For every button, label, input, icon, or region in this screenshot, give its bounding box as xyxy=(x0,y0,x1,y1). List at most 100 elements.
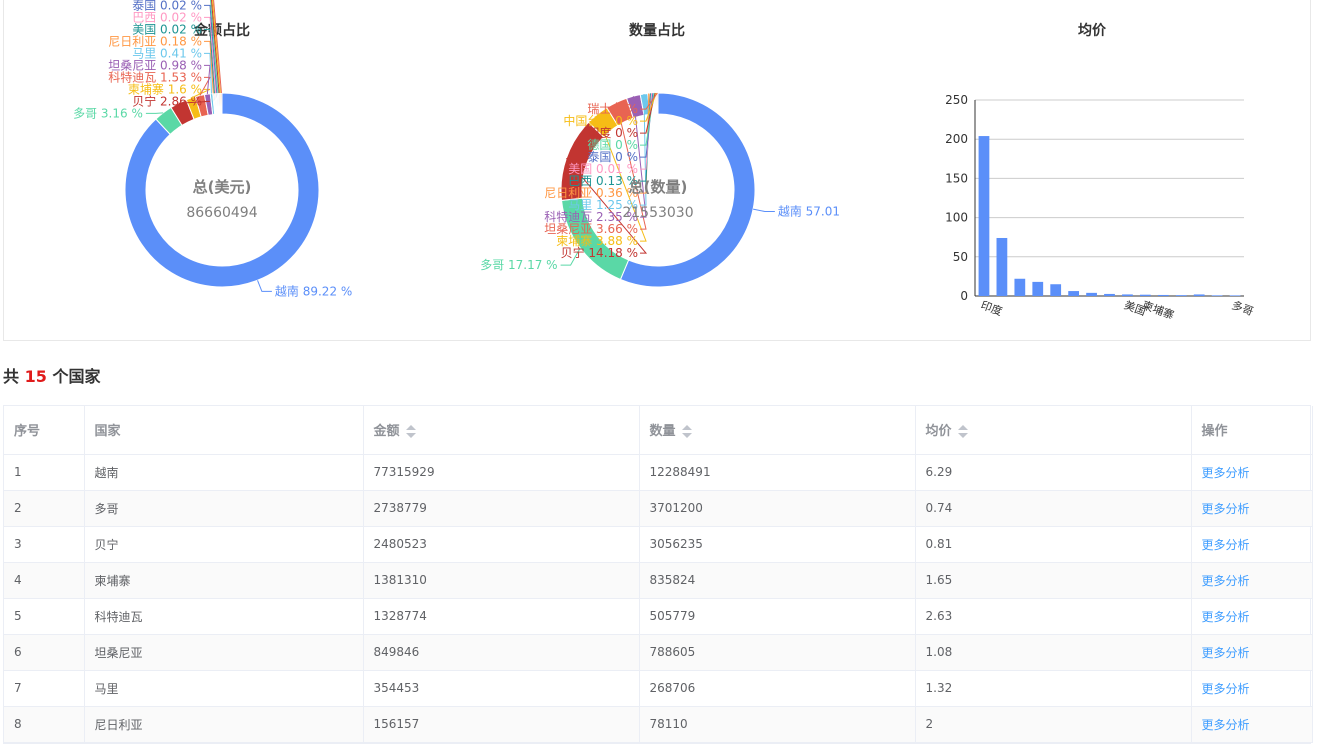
bar[interactable] xyxy=(1176,295,1187,296)
cell-country: 科特迪瓦 xyxy=(84,598,363,634)
x-tick-label: 柬埔寨 xyxy=(1140,298,1176,322)
more-analysis-link[interactable]: 更多分析 xyxy=(1202,466,1250,480)
summary-prefix: 共 xyxy=(3,367,19,386)
amount-pie-chart[interactable]: 越南 89.22 %多哥 3.16 %贝宁 2.86 %柬埔寨 1.6 %科特迪… xyxy=(4,0,440,340)
cell-index: 5 xyxy=(4,598,84,634)
cell-avg-price: 0.81 xyxy=(915,526,1191,562)
y-tick-label: 200 xyxy=(945,132,968,146)
cell-index: 6 xyxy=(4,634,84,670)
more-analysis-link[interactable]: 更多分析 xyxy=(1202,502,1250,516)
bar[interactable] xyxy=(1230,295,1241,296)
cell-avg-price: 2.63 xyxy=(915,598,1191,634)
x-tick-label: 印度 xyxy=(979,298,1004,319)
cell-country: 尼日利亚 xyxy=(84,706,363,742)
sort-icon[interactable] xyxy=(958,425,968,439)
cell-avg-price: 6.29 xyxy=(915,454,1191,490)
cell-amount: 1328774 xyxy=(363,598,639,634)
cell-country: 贝宁 xyxy=(84,526,363,562)
sort-icon[interactable] xyxy=(682,425,692,439)
bar[interactable] xyxy=(997,238,1008,296)
cell-country: 坦桑尼亚 xyxy=(84,634,363,670)
cell-amount: 1381310 xyxy=(363,562,639,598)
summary-suffix: 个国家 xyxy=(52,367,100,386)
more-analysis-link[interactable]: 更多分析 xyxy=(1202,538,1250,552)
bar[interactable] xyxy=(1140,295,1151,296)
table-row: 1 越南 77315929 12288491 6.29 更多分析 xyxy=(4,454,1312,490)
cell-amount: 77315929 xyxy=(363,454,639,490)
bar[interactable] xyxy=(1122,294,1133,296)
pie-slice[interactable] xyxy=(657,93,658,114)
cell-index: 2 xyxy=(4,490,84,526)
table-header-row: 序号 国家 金额 数量 均价 操作 xyxy=(4,406,1312,454)
center-label: 总(数量) xyxy=(629,178,688,196)
y-tick-label: 150 xyxy=(945,171,968,185)
y-tick-label: 100 xyxy=(945,211,968,225)
bar[interactable] xyxy=(1104,294,1115,296)
label-line xyxy=(258,280,272,291)
slice-label: 坦桑尼亚 0.98 % xyxy=(108,58,202,72)
slice-label: 马里 0.41 % xyxy=(132,46,202,60)
slice-label: 泰国 0 % xyxy=(587,150,638,164)
header-amount[interactable]: 金额 xyxy=(363,406,639,454)
slice-label: 美国 0.02 % xyxy=(132,22,202,36)
header-action: 操作 xyxy=(1191,406,1312,454)
bar[interactable] xyxy=(1014,279,1025,296)
more-analysis-link[interactable]: 更多分析 xyxy=(1202,646,1250,660)
cell-index: 8 xyxy=(4,706,84,742)
table-row: 6 坦桑尼亚 849846 788605 1.08 更多分析 xyxy=(4,634,1312,670)
country-count-summary: 共 15 个国家 xyxy=(3,363,100,387)
more-analysis-link[interactable]: 更多分析 xyxy=(1202,682,1250,696)
cell-avg-price: 1.08 xyxy=(915,634,1191,670)
cell-quantity: 268706 xyxy=(639,670,915,706)
cell-country: 马里 xyxy=(84,670,363,706)
country-count: 15 xyxy=(25,367,47,386)
header-quantity[interactable]: 数量 xyxy=(639,406,915,454)
bar[interactable] xyxy=(1032,282,1043,296)
table-row: 5 科特迪瓦 1328774 505779 2.63 更多分析 xyxy=(4,598,1312,634)
header-avg-price[interactable]: 均价 xyxy=(915,406,1191,454)
y-tick-label: 250 xyxy=(945,93,968,107)
header-index: 序号 xyxy=(4,406,84,454)
cell-index: 7 xyxy=(4,670,84,706)
more-analysis-link[interactable]: 更多分析 xyxy=(1202,718,1250,732)
header-amount-label: 金额 xyxy=(374,424,400,439)
cell-index: 4 xyxy=(4,562,84,598)
table-row: 3 贝宁 2480523 3056235 0.81 更多分析 xyxy=(4,526,1312,562)
cell-index: 3 xyxy=(4,526,84,562)
slice-label: 巴西 0.13 % xyxy=(568,174,638,188)
cell-quantity: 3701200 xyxy=(639,490,915,526)
more-analysis-link[interactable]: 更多分析 xyxy=(1202,574,1250,588)
bar[interactable] xyxy=(1212,295,1223,296)
slice-label: 尼日利亚 0.18 % xyxy=(108,34,202,48)
avgprice-bar-chart[interactable]: 050100150200250印度美国柬埔寨多哥 xyxy=(876,0,1310,340)
more-analysis-link[interactable]: 更多分析 xyxy=(1202,610,1250,624)
sort-icon[interactable] xyxy=(406,425,416,439)
table-row: 7 马里 354453 268706 1.32 更多分析 xyxy=(4,670,1312,706)
cell-avg-price: 0.74 xyxy=(915,490,1191,526)
slice-label: 泰国 0.02 % xyxy=(132,0,202,12)
label-line xyxy=(753,209,775,211)
cell-quantity: 78110 xyxy=(639,706,915,742)
bar[interactable] xyxy=(1068,291,1079,296)
pie-slice[interactable] xyxy=(221,93,222,114)
center-label: 总(美元) xyxy=(193,178,252,196)
slice-label: 越南 57.01 xyxy=(778,204,840,219)
cell-country: 越南 xyxy=(84,454,363,490)
x-tick-label: 多哥 xyxy=(1230,298,1255,319)
slice-label: 尼日利亚 0.36 % xyxy=(544,186,638,200)
center-value: 21553030 xyxy=(622,205,693,221)
cell-quantity: 788605 xyxy=(639,634,915,670)
center-value: 86660494 xyxy=(186,205,257,221)
bar[interactable] xyxy=(1086,293,1097,296)
bar[interactable] xyxy=(1158,295,1169,296)
bar[interactable] xyxy=(979,136,990,296)
cell-amount: 2738779 xyxy=(363,490,639,526)
cell-amount: 849846 xyxy=(363,634,639,670)
y-tick-label: 50 xyxy=(953,250,968,264)
table-row: 4 柬埔寨 1381310 835824 1.65 更多分析 xyxy=(4,562,1312,598)
cell-quantity: 835824 xyxy=(639,562,915,598)
bar[interactable] xyxy=(1050,284,1061,296)
bar[interactable] xyxy=(1194,294,1205,296)
cell-avg-price: 2 xyxy=(915,706,1191,742)
